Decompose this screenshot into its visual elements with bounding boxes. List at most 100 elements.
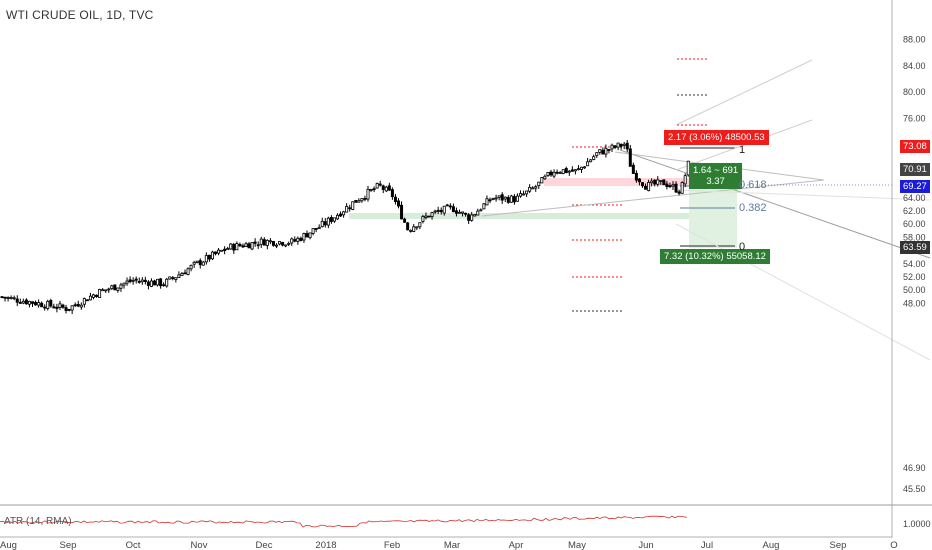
candle-body bbox=[18, 301, 22, 304]
x-tick-label: 2018 bbox=[315, 540, 336, 550]
candle-body bbox=[244, 243, 248, 247]
candle-body bbox=[217, 249, 221, 254]
candle-body bbox=[546, 171, 550, 177]
candle-body bbox=[177, 274, 181, 278]
candle-body bbox=[647, 181, 651, 191]
candle-body bbox=[625, 142, 629, 150]
candle-body bbox=[232, 243, 236, 251]
candle-body bbox=[37, 302, 41, 306]
candle-body bbox=[390, 189, 394, 197]
candle-body bbox=[595, 152, 599, 156]
candle-body bbox=[49, 300, 53, 307]
projection-line bbox=[675, 119, 813, 171]
candle-body bbox=[448, 205, 452, 208]
x-tick-label: O bbox=[890, 540, 897, 550]
x-tick-label: Sep bbox=[830, 540, 847, 550]
candle-body bbox=[76, 303, 80, 307]
candle-body bbox=[457, 211, 461, 214]
candle-body bbox=[616, 142, 620, 148]
y-tick-label: 58.00 bbox=[903, 232, 926, 242]
candle-body bbox=[110, 285, 114, 290]
candle-body bbox=[34, 301, 38, 306]
candle-body bbox=[186, 268, 190, 275]
candle-body bbox=[497, 195, 501, 198]
candle-body bbox=[506, 197, 510, 203]
candle-body bbox=[436, 210, 440, 212]
x-tick-label: Apr bbox=[509, 540, 524, 550]
candle-body bbox=[512, 196, 516, 203]
candle-body bbox=[296, 237, 300, 242]
candle-body bbox=[412, 226, 416, 232]
candle-body bbox=[204, 255, 208, 263]
candle-body bbox=[165, 278, 169, 287]
candle-body bbox=[113, 284, 117, 291]
candle-body bbox=[406, 222, 410, 231]
candle-body bbox=[476, 210, 480, 216]
candle-body bbox=[70, 305, 74, 311]
range-measure-label[interactable]: 7.32 (10.32%) 55058.12 bbox=[660, 249, 770, 264]
candle-body bbox=[290, 238, 294, 244]
candle-body bbox=[131, 279, 135, 282]
candle-body bbox=[433, 210, 437, 213]
x-tick-label: Jun bbox=[638, 540, 653, 550]
candle-body bbox=[101, 289, 105, 292]
candle-body bbox=[85, 299, 89, 302]
y-tick-label: 80.00 bbox=[903, 87, 926, 97]
candle-body bbox=[519, 193, 523, 197]
candle-body bbox=[543, 175, 547, 180]
x-tick-label: May bbox=[568, 540, 586, 550]
candle-body bbox=[454, 210, 458, 214]
candle-body bbox=[671, 184, 675, 187]
candle-body bbox=[250, 242, 254, 250]
time-axis: Aug Sep Oct Nov Dec 2018 Feb Mar Apr May Jun Jul Aug… bbox=[0, 536, 898, 550]
candle-body bbox=[128, 279, 132, 283]
candle-body bbox=[180, 273, 184, 277]
y-tick-label: 60.00 bbox=[903, 219, 926, 229]
candle-body bbox=[311, 228, 315, 234]
candle-body bbox=[653, 179, 657, 185]
candle-body bbox=[360, 198, 364, 202]
candle-body bbox=[604, 147, 608, 155]
long-position-line1: 1.64 ~ 691 bbox=[693, 165, 739, 176]
candle-body bbox=[46, 300, 50, 309]
y-tick-label: 88.00 bbox=[903, 34, 926, 44]
candle-body bbox=[326, 217, 330, 226]
candle-body bbox=[67, 308, 71, 311]
short-position-label[interactable]: 2.17 (3.06%) 48500.53 bbox=[664, 130, 769, 145]
projection-line bbox=[675, 189, 931, 201]
y-tick-label: 46.90 bbox=[903, 463, 926, 473]
candle-body bbox=[561, 169, 565, 174]
price-badge-blue: 69.27 bbox=[900, 180, 930, 193]
long-position-label[interactable]: 1.64 ~ 691 3.37 bbox=[689, 163, 743, 189]
candle-body bbox=[537, 181, 541, 186]
candle-body bbox=[650, 180, 654, 184]
candle-body bbox=[467, 214, 471, 221]
candle-body bbox=[430, 212, 434, 217]
candle-body bbox=[323, 221, 327, 226]
candle-body bbox=[482, 203, 486, 210]
candle-body bbox=[641, 182, 645, 187]
candle-body bbox=[363, 198, 367, 200]
atr-line bbox=[0, 515, 688, 528]
candle-body bbox=[680, 182, 684, 194]
candle-body bbox=[403, 218, 407, 223]
candle-body bbox=[125, 280, 129, 284]
candle-body bbox=[12, 297, 16, 300]
candle-body bbox=[58, 303, 62, 308]
candle-body bbox=[43, 306, 47, 309]
candle-body bbox=[247, 243, 251, 249]
candle-body bbox=[287, 243, 291, 245]
candle-body bbox=[201, 261, 205, 266]
candle-body bbox=[281, 242, 285, 246]
candle-body bbox=[21, 300, 25, 304]
candle-body bbox=[293, 239, 297, 242]
candle-body bbox=[415, 226, 419, 229]
candle-body bbox=[143, 279, 147, 283]
candle-body bbox=[445, 204, 449, 207]
candle-body bbox=[64, 307, 68, 311]
candle-body bbox=[439, 209, 443, 213]
candle-body bbox=[409, 230, 413, 232]
price-badge-current: 70.91 bbox=[900, 163, 930, 176]
candle-body bbox=[55, 306, 59, 309]
